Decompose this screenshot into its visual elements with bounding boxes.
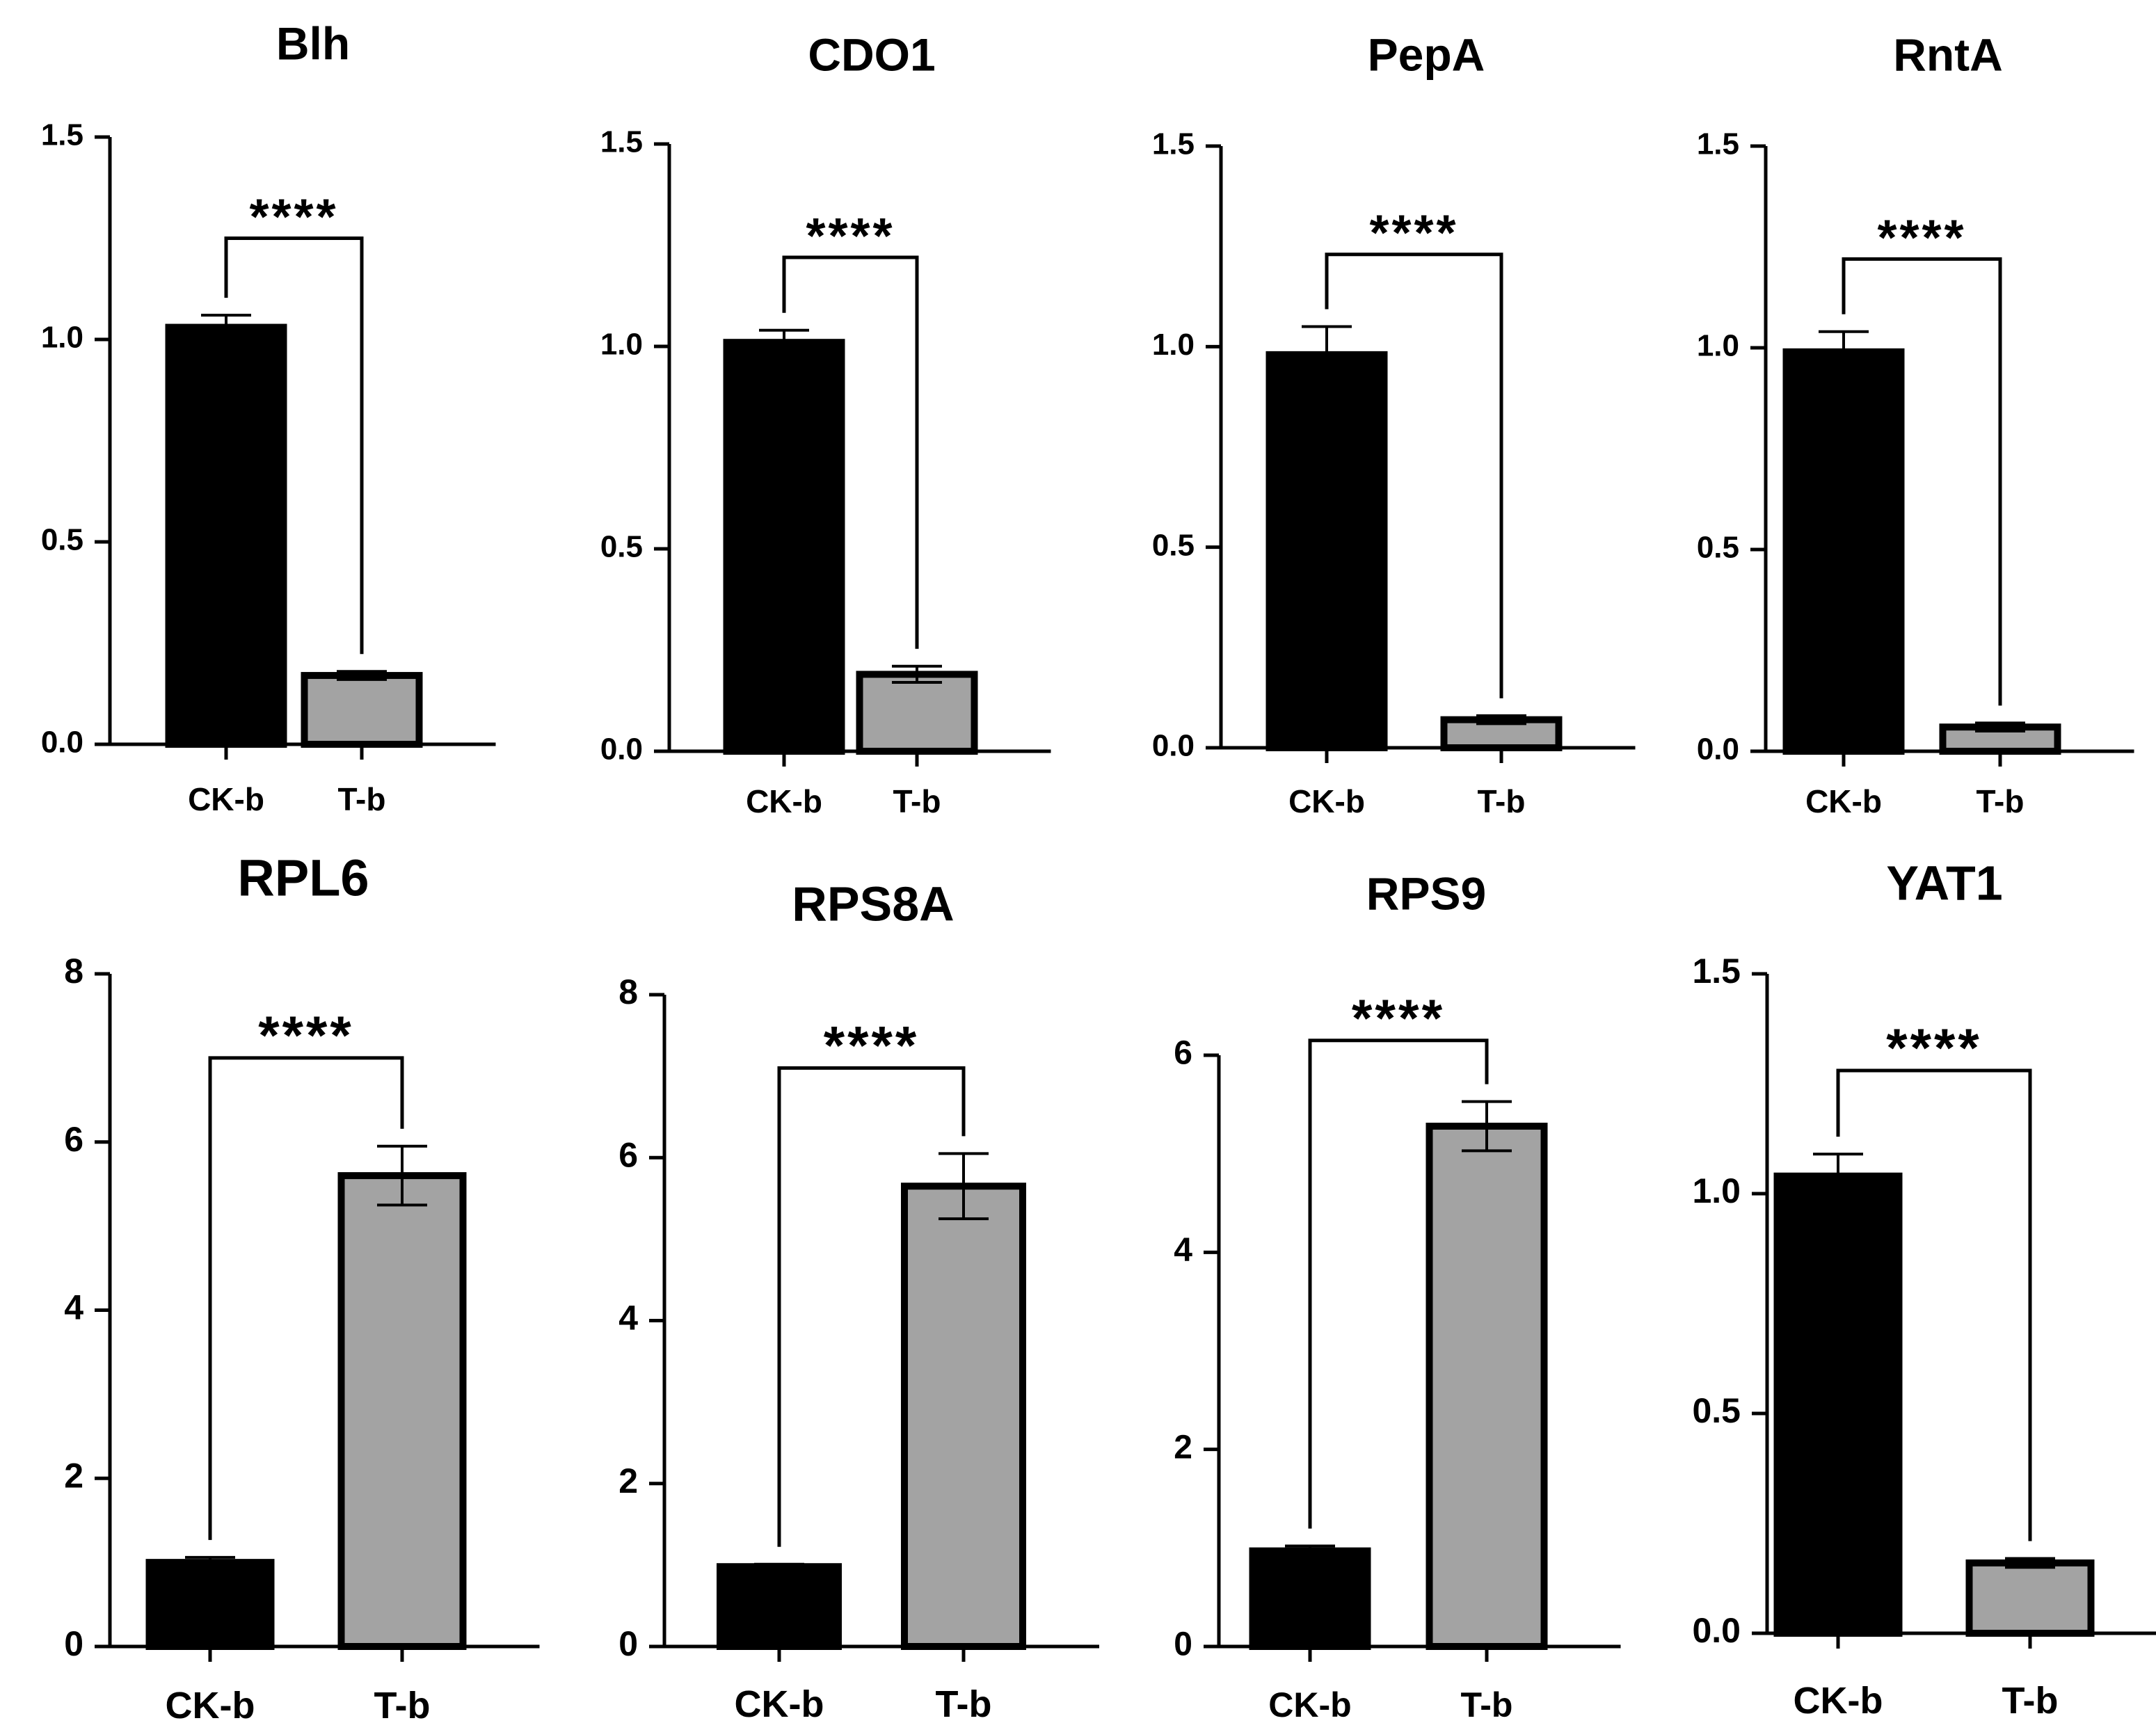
y-tick-label: 1.0 (1152, 328, 1195, 362)
y-tick-label: 1.5 (1692, 952, 1741, 991)
significance-label: **** (258, 1004, 353, 1066)
significance-bracket (1325, 253, 1503, 698)
y-tick-label: 1.0 (1692, 1171, 1741, 1210)
y-tick-label: 0.0 (1697, 732, 1739, 767)
y-tick-label: 1.0 (600, 328, 643, 362)
y-tick-label: 4 (64, 1288, 83, 1327)
y-tick-label: 0.0 (1692, 1611, 1741, 1650)
y-tick-label: 6 (64, 1120, 83, 1159)
bar-ck-b (1782, 348, 1905, 755)
bar-t-b (301, 672, 423, 748)
x-tick-label: CK-b (1805, 783, 1882, 819)
y-tick-label: 4 (618, 1299, 638, 1338)
chart-title: CDO1 (808, 29, 935, 80)
bar-ck-b (1265, 351, 1388, 752)
x-tick-label: CK-b (1268, 1685, 1351, 1723)
x-tick-label: T-b (374, 1685, 431, 1723)
significance-label: **** (1886, 1017, 1981, 1078)
y-tick-label: 0.5 (1692, 1391, 1741, 1430)
y-tick-label: 1.5 (1697, 127, 1739, 161)
x-tick-label: T-b (893, 783, 941, 819)
y-tick-label: 1.5 (600, 125, 643, 159)
y-tick-label: 8 (618, 972, 638, 1011)
significance-bracket (1308, 1039, 1489, 1529)
x-tick-label: T-b (2002, 1680, 2059, 1722)
x-tick-label: CK-b (1288, 783, 1365, 819)
chart-title: Blh (276, 17, 350, 69)
y-tick-label: 6 (618, 1135, 638, 1174)
significance-label: **** (1369, 206, 1458, 262)
y-tick-label: 0.5 (600, 530, 643, 564)
y-tick-label: 2 (618, 1461, 638, 1500)
significance-bracket (208, 1056, 404, 1540)
y-tick-label: 2 (1174, 1429, 1192, 1466)
chart-title: YAT1 (1886, 856, 2002, 910)
y-tick-label: 0 (1174, 1626, 1192, 1663)
y-tick-label: 0.0 (600, 732, 643, 767)
x-tick-label: T-b (1478, 783, 1526, 819)
x-tick-label: T-b (936, 1683, 992, 1723)
y-tick-label: 8 (64, 952, 83, 991)
x-tick-label: T-b (1977, 783, 2025, 819)
significance-bracket (1842, 257, 2002, 706)
bar-t-b (901, 1183, 1026, 1650)
y-tick-label: 4 (1174, 1232, 1192, 1269)
chart-panel-rpl6: RPL6 0 2 4 6 8 CK-b T-b **** (64, 849, 540, 1723)
significance-bracket (777, 1066, 966, 1547)
x-tick-label: T-b (338, 781, 386, 817)
x-tick-label: CK-b (746, 783, 822, 819)
chart-title: PepA (1368, 29, 1485, 80)
y-tick-label: 0.5 (1152, 528, 1195, 562)
y-tick-label: 1.5 (41, 118, 83, 152)
y-tick-label: 1.5 (1152, 127, 1195, 161)
x-tick-label: CK-b (166, 1685, 255, 1723)
chart-title: RPS9 (1366, 867, 1486, 919)
y-tick-label: 0.0 (1152, 729, 1195, 763)
y-tick-label: 0.0 (41, 726, 83, 760)
significance-bracket (224, 237, 364, 655)
y-tick-label: 0 (618, 1624, 638, 1663)
y-tick-label: 1.0 (1697, 329, 1739, 363)
y-tick-label: 0 (64, 1624, 83, 1663)
significance-label: **** (1352, 989, 1445, 1048)
bar-ck-b (723, 339, 845, 755)
chart-panel-rps9: RPS9 0 2 4 6 CK-b T-b **** (1174, 867, 1621, 1723)
y-tick-label: 1.0 (41, 321, 83, 355)
chart-panel-yat1: YAT1 0.0 0.5 1.0 1.5 CK-b T-b **** (1692, 856, 2156, 1722)
y-tick-label: 0.5 (1697, 531, 1739, 565)
x-tick-label: CK-b (1794, 1680, 1883, 1722)
bar-t-b (1426, 1123, 1548, 1650)
bar-t-b (337, 1172, 467, 1650)
chart-panel-rps8a: RPS8A 0 2 4 6 8 CK-b T-b **** (618, 876, 1099, 1723)
x-tick-label: CK-b (188, 781, 264, 817)
significance-label: **** (249, 190, 338, 246)
x-tick-label: CK-b (735, 1683, 824, 1723)
significance-label: **** (1877, 210, 1966, 266)
y-tick-label: 6 (1174, 1035, 1192, 1072)
bar-ck-b (145, 1559, 275, 1650)
x-tick-label: T-b (1461, 1685, 1513, 1723)
y-tick-label: 0.5 (41, 523, 83, 557)
significance-bracket (782, 255, 919, 649)
chart-panel-pepa: PepA 0.0 0.5 1.0 1.5 CK-b T-b **** (1152, 29, 1636, 819)
bar-t-b (1965, 1559, 2095, 1637)
bar-ck-b (717, 1563, 842, 1651)
chart-panel-cdo1: CDO1 0.0 0.5 1.0 1.5 CK-b T-b **** (600, 29, 1051, 819)
chart-panel-blh: Blh 0.0 0.5 1.0 1.5 CK-b T-b **** (41, 17, 496, 817)
chart-panel-rnta: RntA 0.0 0.5 1.0 1.5 CK-b T-b **** (1697, 29, 2134, 819)
chart-title: RntA (1893, 29, 2003, 80)
chart-title: RPL6 (237, 849, 369, 907)
significance-label: **** (824, 1014, 919, 1075)
chart-title: RPS8A (792, 876, 954, 931)
bar-ck-b (165, 323, 287, 748)
significance-label: **** (806, 209, 895, 264)
bar-t-b (856, 671, 978, 755)
bar-ck-b (1249, 1547, 1371, 1650)
significance-bracket (1836, 1068, 2032, 1541)
bar-ck-b (1773, 1172, 1903, 1637)
y-tick-label: 2 (64, 1456, 83, 1495)
